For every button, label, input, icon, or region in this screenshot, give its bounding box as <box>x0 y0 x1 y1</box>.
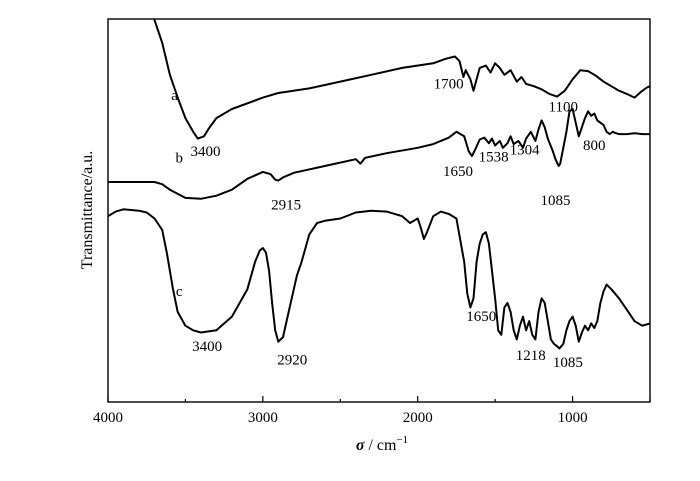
peak-label: 1650 <box>443 164 473 180</box>
x-axis-sep: / <box>364 437 376 454</box>
peak-label: 2920 <box>277 352 307 368</box>
peak-label: 1304 <box>510 143 541 159</box>
peak-label: 1085 <box>541 193 571 209</box>
series-line-b <box>108 108 650 200</box>
series-tag-a: a <box>171 88 178 104</box>
x-axis-label: σ / cm−1 <box>356 434 408 454</box>
series-line-a <box>153 19 650 140</box>
peak-label: 3400 <box>192 339 222 355</box>
series-tag-c: c <box>176 284 183 300</box>
x-axis-exp: −1 <box>396 434 408 446</box>
x-tick-label: 2000 <box>403 410 433 426</box>
x-axis-symbol: σ <box>356 437 365 454</box>
peak-label: 1650 <box>466 309 496 325</box>
plot-frame <box>107 18 651 403</box>
peak-label: 3400 <box>191 144 221 160</box>
x-tick-label: 3000 <box>248 410 278 426</box>
peak-label: 800 <box>583 138 606 154</box>
annotations: 3400 1700 1100 2915 1650 1538 1304 800 1085 3400 2… <box>191 76 606 370</box>
x-tick-label: 4000 <box>93 410 123 426</box>
peak-label: 1218 <box>516 348 546 364</box>
x-axis-unit: cm <box>377 437 397 454</box>
peak-label: 1100 <box>549 99 578 115</box>
series-tags: a b c <box>171 88 183 300</box>
series-group <box>108 19 650 350</box>
series-line-c <box>108 208 650 350</box>
x-axis: 4000 3000 2000 1000 <box>93 396 651 426</box>
peak-label: 1538 <box>479 149 509 165</box>
peak-label: 2915 <box>271 197 301 213</box>
x-tick-label: 1000 <box>558 410 588 426</box>
y-axis-label: Transmittance/a.u. <box>79 151 96 270</box>
peak-label: 1085 <box>553 355 583 371</box>
peak-label: 1700 <box>434 76 464 92</box>
series-tag-b: b <box>175 150 183 166</box>
